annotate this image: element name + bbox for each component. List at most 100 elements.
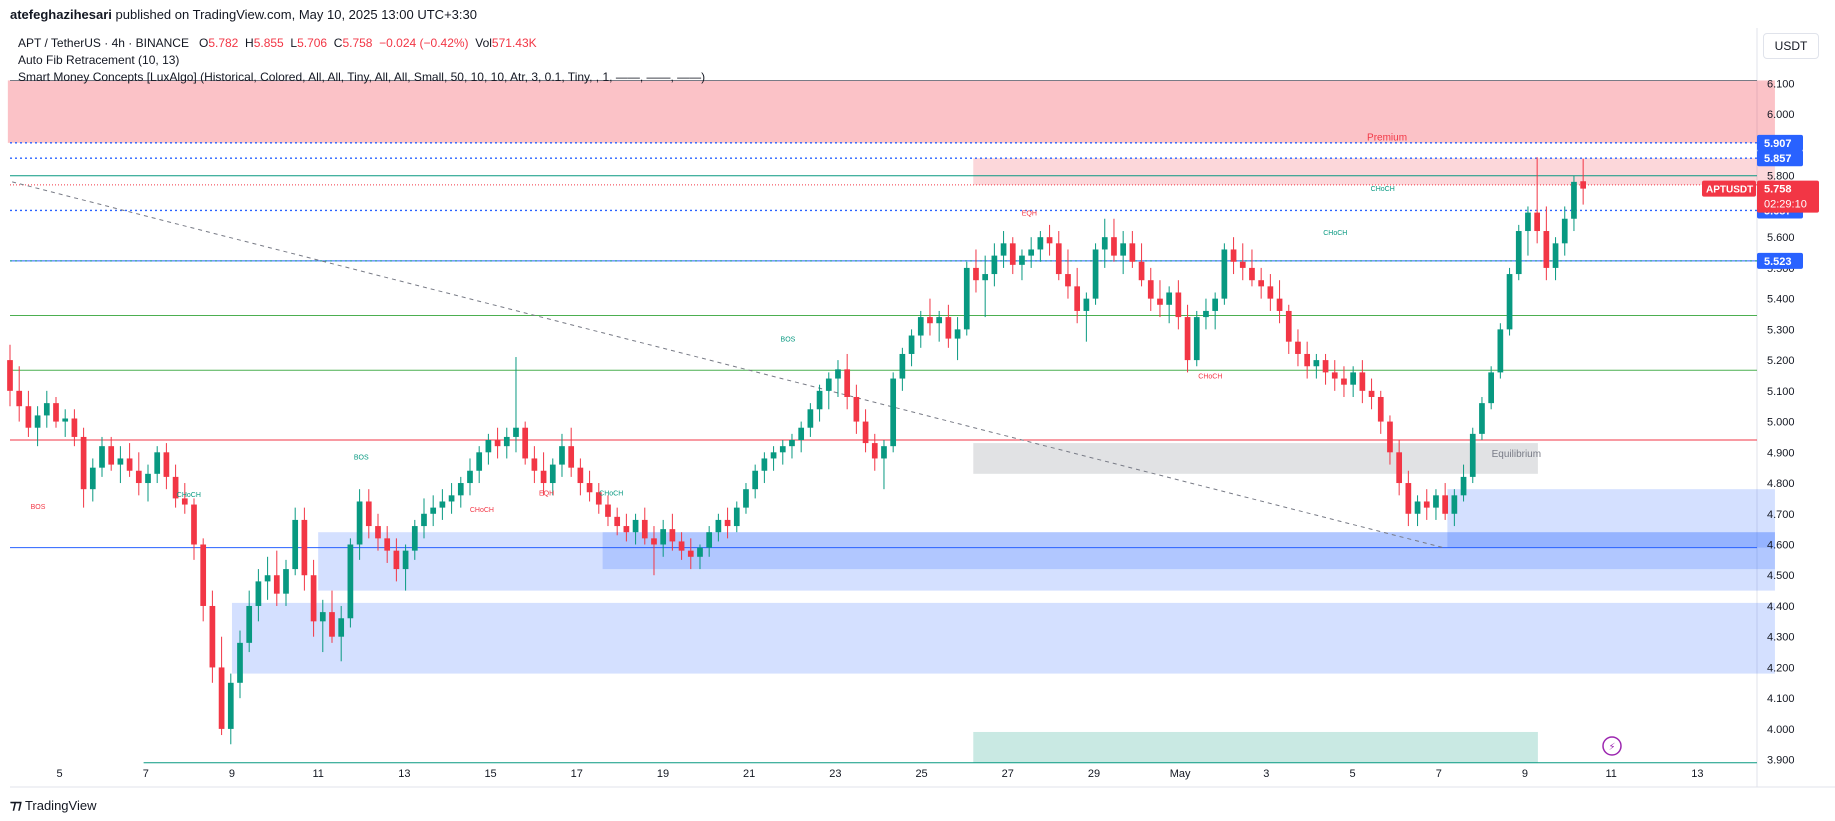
x-tick-label: 21 — [743, 768, 755, 780]
candle — [513, 357, 519, 453]
price-badge-bg — [1757, 134, 1803, 151]
candle — [53, 396, 59, 428]
candle — [954, 317, 961, 361]
structure-label: CHoCH — [1323, 230, 1347, 237]
candle — [375, 513, 381, 551]
candle-body — [982, 274, 989, 281]
candle — [457, 476, 464, 508]
candle-body — [1387, 421, 1393, 453]
tradingview-logo[interactable]: ⁊⁊ TradingView — [10, 797, 96, 813]
x-tick-label: May — [1170, 768, 1191, 780]
candle — [356, 489, 363, 560]
symbol-line[interactable]: APT / TetherUS · 4h · BINANCE O5.782 H5.… — [18, 35, 705, 52]
x-tick-label: 7 — [1436, 768, 1442, 780]
candle-body — [1221, 249, 1228, 299]
indicator-fib[interactable]: Auto Fib Retracement (10, 13) — [18, 53, 180, 67]
candle-body — [1276, 298, 1283, 311]
y-tick-label: 5.800 — [1767, 171, 1795, 183]
candle — [365, 489, 372, 539]
candle-body — [1285, 310, 1292, 342]
candle — [1055, 231, 1062, 281]
candle-body — [494, 440, 501, 447]
last-price-value: 5.758 — [1764, 184, 1792, 196]
candle-body — [457, 483, 464, 496]
candle-body — [1184, 317, 1191, 361]
zone-equilibrium — [973, 443, 1538, 474]
structure-label: CHoCH — [1371, 186, 1395, 193]
candle — [706, 526, 713, 557]
candle-body — [209, 605, 216, 668]
candle — [135, 452, 142, 496]
candle-body — [1423, 501, 1430, 508]
candle — [1276, 280, 1283, 324]
price-badge-label: 5.907 — [1764, 138, 1792, 150]
candle-body — [154, 452, 161, 474]
candle-body — [1405, 483, 1412, 514]
candle-body — [163, 452, 170, 477]
x-tick-label: 13 — [1691, 768, 1703, 780]
candle — [200, 538, 207, 622]
candle — [779, 440, 786, 465]
structure-label: BOS — [354, 455, 369, 462]
candle — [807, 403, 814, 437]
candle-body — [733, 507, 740, 527]
candle-body — [1212, 298, 1219, 311]
candle-body — [697, 547, 703, 557]
candle — [1230, 237, 1237, 275]
candle-body — [135, 470, 142, 484]
zone-demand — [1447, 489, 1775, 548]
indicator-smc[interactable]: Smart Money Concepts [LuxAlgo] (Historic… — [18, 70, 706, 84]
price-badge: 5.523 — [1757, 252, 1803, 269]
candle — [89, 458, 96, 502]
candle — [1092, 243, 1099, 305]
candle — [1368, 378, 1375, 410]
structure-label: CHoCH — [470, 507, 494, 514]
candle-body — [1074, 286, 1081, 311]
candle — [1184, 304, 1191, 373]
last-price-badge: APTUSDT 5.758 02:29:10 — [1702, 180, 1819, 213]
candle-body — [310, 575, 317, 622]
candle-body — [1055, 243, 1062, 275]
candle — [651, 526, 657, 576]
candle — [16, 366, 23, 422]
x-tick-label: 29 — [1088, 768, 1100, 780]
structure-label: BOS — [781, 337, 796, 344]
candle-body — [1433, 495, 1439, 508]
candle-body — [117, 458, 124, 465]
y-tick-label: 5.300 — [1767, 324, 1795, 336]
candle — [448, 483, 455, 514]
candle-body — [936, 317, 943, 324]
y-tick-label: 4.100 — [1767, 693, 1795, 705]
zones-group — [7, 80, 1775, 763]
candle — [1387, 415, 1393, 465]
candle — [1221, 243, 1228, 305]
zone-demand — [318, 532, 1775, 591]
candle-body — [1249, 267, 1255, 281]
candle-body — [191, 504, 197, 545]
candle — [1322, 353, 1329, 385]
candle — [1451, 489, 1458, 527]
candle — [549, 458, 556, 496]
candle — [816, 384, 823, 422]
candle — [1028, 237, 1035, 268]
publisher-name[interactable]: atefeghazihesari — [10, 7, 112, 22]
candle-body — [227, 682, 234, 729]
symbol-pair[interactable]: APT / TetherUS · 4h · BINANCE — [18, 36, 189, 50]
lightning-icon-circle — [1602, 736, 1622, 756]
candle-body — [798, 427, 805, 441]
candle — [1111, 218, 1117, 262]
candle — [1580, 158, 1587, 205]
candle-body — [365, 501, 372, 527]
currency-selector[interactable]: USDT — [1763, 33, 1819, 59]
candle — [494, 427, 501, 459]
candle-body — [1101, 237, 1108, 250]
candle — [687, 538, 694, 570]
y-tick-label: 4.500 — [1767, 570, 1795, 582]
close-value: 5.758 — [342, 36, 373, 50]
candle-body — [1028, 249, 1035, 256]
chart-legend: APT / TetherUS · 4h · BINANCE O5.782 H5.… — [18, 35, 705, 86]
candle — [614, 507, 621, 536]
candle-body — [43, 403, 50, 416]
candle — [825, 372, 832, 410]
